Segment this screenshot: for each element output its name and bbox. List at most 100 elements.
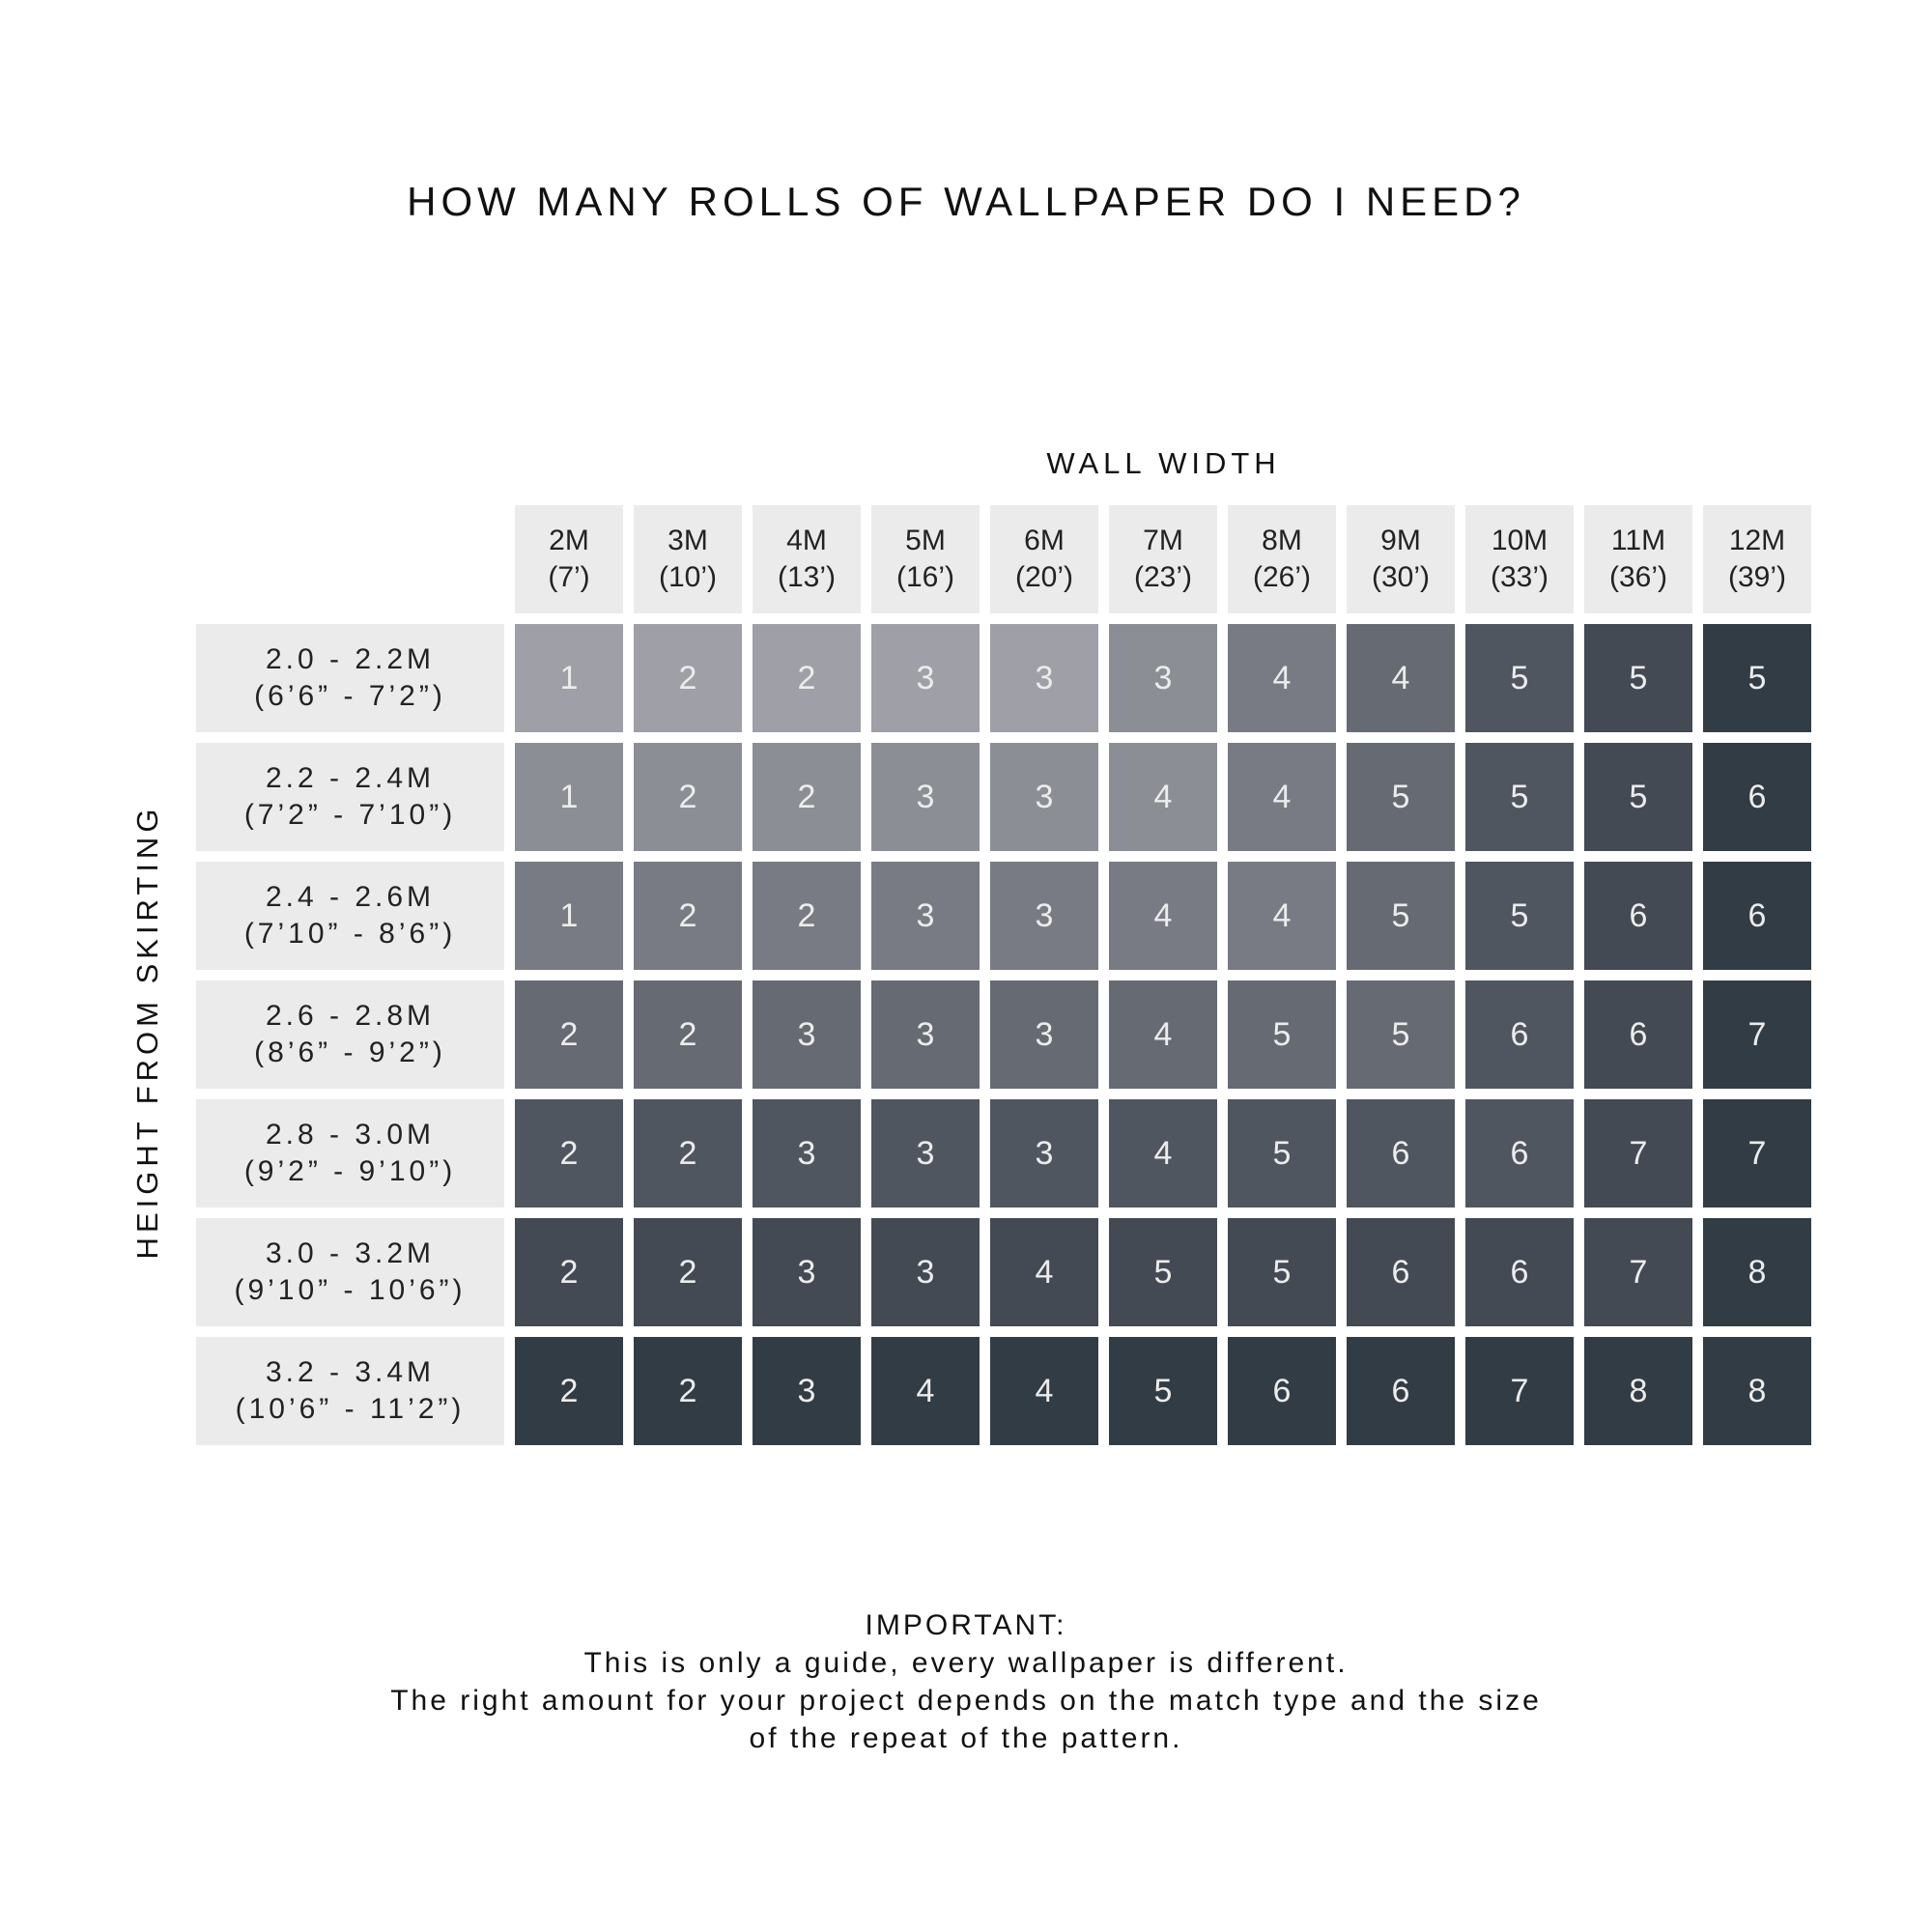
table-cell: 5	[1465, 743, 1574, 851]
column-imperial: (36’)	[1608, 561, 1667, 593]
row-imperial: (9’10” - 10’6”)	[234, 1274, 467, 1306]
table-cell: 4	[1109, 862, 1217, 970]
row-header: 3.2 - 3.4M (10’6” - 11’2”)	[196, 1337, 504, 1445]
table-cell: 6	[1347, 1337, 1455, 1445]
row-imperial: (10’6” - 11’2”)	[235, 1393, 466, 1425]
row-imperial: (9’2” - 9’10”)	[243, 1155, 457, 1187]
column-metric: 8M	[1262, 525, 1302, 556]
column-imperial: (20’)	[1014, 561, 1073, 593]
row-header: 2.4 - 2.6M (7’10” - 8’6”)	[196, 862, 504, 970]
row-metric: 3.0 - 3.2M	[265, 1237, 436, 1269]
table-cell: 4	[1228, 862, 1336, 970]
table-cell: 2	[753, 862, 861, 970]
table-cell: 5	[1228, 1218, 1336, 1326]
table-cell: 5	[1347, 743, 1455, 851]
table-cell: 7	[1584, 1099, 1692, 1208]
table-cell: 2	[515, 1099, 623, 1208]
table-cell: 5	[1465, 624, 1574, 732]
column-imperial: (30’)	[1371, 561, 1430, 593]
column-imperial: (13’)	[777, 561, 836, 593]
column-header: 4M (13’)	[753, 505, 861, 613]
table-cell: 6	[1584, 980, 1692, 1089]
table-cell: 3	[753, 1337, 861, 1445]
important-note: IMPORTANT: This is only a guide, every w…	[0, 1606, 1932, 1757]
table-cell: 6	[1228, 1337, 1336, 1445]
row-imperial: (7’2” - 7’10”)	[243, 799, 457, 831]
column-metric: 2M	[549, 525, 589, 556]
table-cell: 5	[1584, 743, 1692, 851]
table-cell: 5	[1347, 980, 1455, 1089]
table-cell: 2	[634, 1337, 742, 1445]
table-cell: 6	[1465, 1218, 1574, 1326]
column-header: 7M (23’)	[1109, 505, 1217, 613]
table-cell: 8	[1584, 1337, 1692, 1445]
column-metric: 11M	[1610, 525, 1666, 556]
row-imperial: (7’10” - 8’6”)	[243, 918, 457, 950]
table-cell: 4	[990, 1337, 1098, 1445]
table-cell: 2	[634, 1099, 742, 1208]
row-header: 2.8 - 3.0M (9’2” - 9’10”)	[196, 1099, 504, 1208]
table-cell: 2	[634, 743, 742, 851]
table-cell: 2	[634, 980, 742, 1089]
row-header: 2.0 - 2.2M (6’6” - 7’2”)	[196, 624, 504, 732]
column-header: 8M (26’)	[1228, 505, 1336, 613]
table-cell: 4	[1228, 743, 1336, 851]
column-header: 3M (10’)	[634, 505, 742, 613]
column-imperial: (16’)	[895, 561, 954, 593]
table-cell: 6	[1347, 1218, 1455, 1326]
table-cell: 3	[871, 1218, 980, 1326]
table-cell: 8	[1703, 1337, 1811, 1445]
table-cell: 2	[515, 1337, 623, 1445]
column-metric: 9M	[1380, 525, 1421, 556]
table-cell: 3	[871, 980, 980, 1089]
table-cell: 3	[871, 624, 980, 732]
table-cell: 3	[990, 1099, 1098, 1208]
table-cell: 2	[515, 980, 623, 1089]
table-cell: 6	[1584, 862, 1692, 970]
table-cell: 7	[1465, 1337, 1574, 1445]
note-line: This is only a guide, every wallpaper is…	[583, 1647, 1349, 1679]
row-header: 3.0 - 3.2M (9’10” - 10’6”)	[196, 1218, 504, 1326]
table-cell: 2	[753, 743, 861, 851]
column-header: 5M (16’)	[871, 505, 980, 613]
table-cell: 4	[1109, 980, 1217, 1089]
column-metric: 6M	[1024, 525, 1065, 556]
table-cell: 6	[1465, 1099, 1574, 1208]
column-metric: 4M	[786, 525, 827, 556]
column-header: 12M (39’)	[1703, 505, 1811, 613]
wall-width-label: WALL WIDTH	[1046, 446, 1281, 480]
table-cell: 5	[1109, 1337, 1217, 1445]
table-cell: 7	[1703, 980, 1811, 1089]
table-cell: 3	[990, 743, 1098, 851]
row-metric: 2.2 - 2.4M	[265, 762, 436, 794]
row-metric: 2.0 - 2.2M	[265, 643, 436, 675]
table-cell: 7	[1703, 1099, 1811, 1208]
table-cell: 6	[1347, 1099, 1455, 1208]
table-cell: 4	[990, 1218, 1098, 1326]
row-metric: 2.6 - 2.8M	[265, 1000, 436, 1032]
column-imperial: (10’)	[658, 561, 717, 593]
column-header: 6M (20’)	[990, 505, 1098, 613]
column-metric: 12M	[1728, 525, 1786, 556]
row-header: 2.2 - 2.4M (7’2” - 7’10”)	[196, 743, 504, 851]
table-cell: 3	[990, 980, 1098, 1089]
table-cell: 5	[1347, 862, 1455, 970]
column-header: 9M (30’)	[1347, 505, 1455, 613]
table-cell: 3	[871, 862, 980, 970]
table-cell: 3	[753, 1218, 861, 1326]
row-metric: 3.2 - 3.4M	[265, 1356, 436, 1388]
table-cell: 3	[990, 862, 1098, 970]
column-metric: 3M	[668, 525, 708, 556]
note-line: The right amount for your project depend…	[390, 1685, 1542, 1717]
column-imperial: (26’)	[1252, 561, 1311, 593]
note-line: of the repeat of the pattern.	[749, 1722, 1183, 1754]
table-cell: 4	[1109, 743, 1217, 851]
table-cell: 2	[634, 624, 742, 732]
column-header: 10M (33’)	[1465, 505, 1574, 613]
table-cell: 5	[1228, 980, 1336, 1089]
table-cell: 1	[515, 862, 623, 970]
row-imperial: (6’6” - 7’2”)	[254, 680, 446, 712]
table-cell: 5	[1109, 1218, 1217, 1326]
table-cell: 6	[1703, 862, 1811, 970]
column-imperial: (39’)	[1727, 561, 1786, 593]
